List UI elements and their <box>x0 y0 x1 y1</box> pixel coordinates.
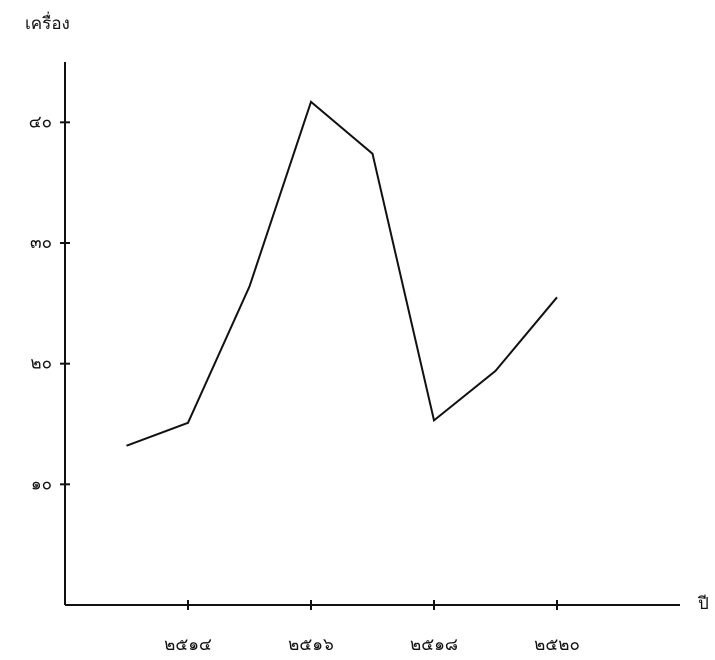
y-tick-label: ๑๐ <box>31 474 52 494</box>
y-tick-label: ๓๐ <box>30 233 52 253</box>
x-tick-label: ๒๕๑๔ <box>164 635 212 655</box>
x-axis-label: ปี <box>697 594 709 614</box>
y-axis-label: เครื่อง <box>25 11 70 34</box>
x-tick-label: ๒๕๑๘ <box>410 635 458 655</box>
data-line <box>127 102 558 446</box>
chart: เครื่อง ปี ๑๐ ๒๐ ๓๐ ๔๐๒๕๑๔ ๒๕๑๖ ๒๕๑๘ ๒๕๒๐ <box>0 0 715 660</box>
y-tick-label: ๔๐ <box>29 112 52 132</box>
x-tick-label: ๒๕๑๖ <box>288 635 334 655</box>
x-tick-label: ๒๕๒๐ <box>534 635 580 655</box>
y-tick-label: ๒๐ <box>30 354 52 374</box>
